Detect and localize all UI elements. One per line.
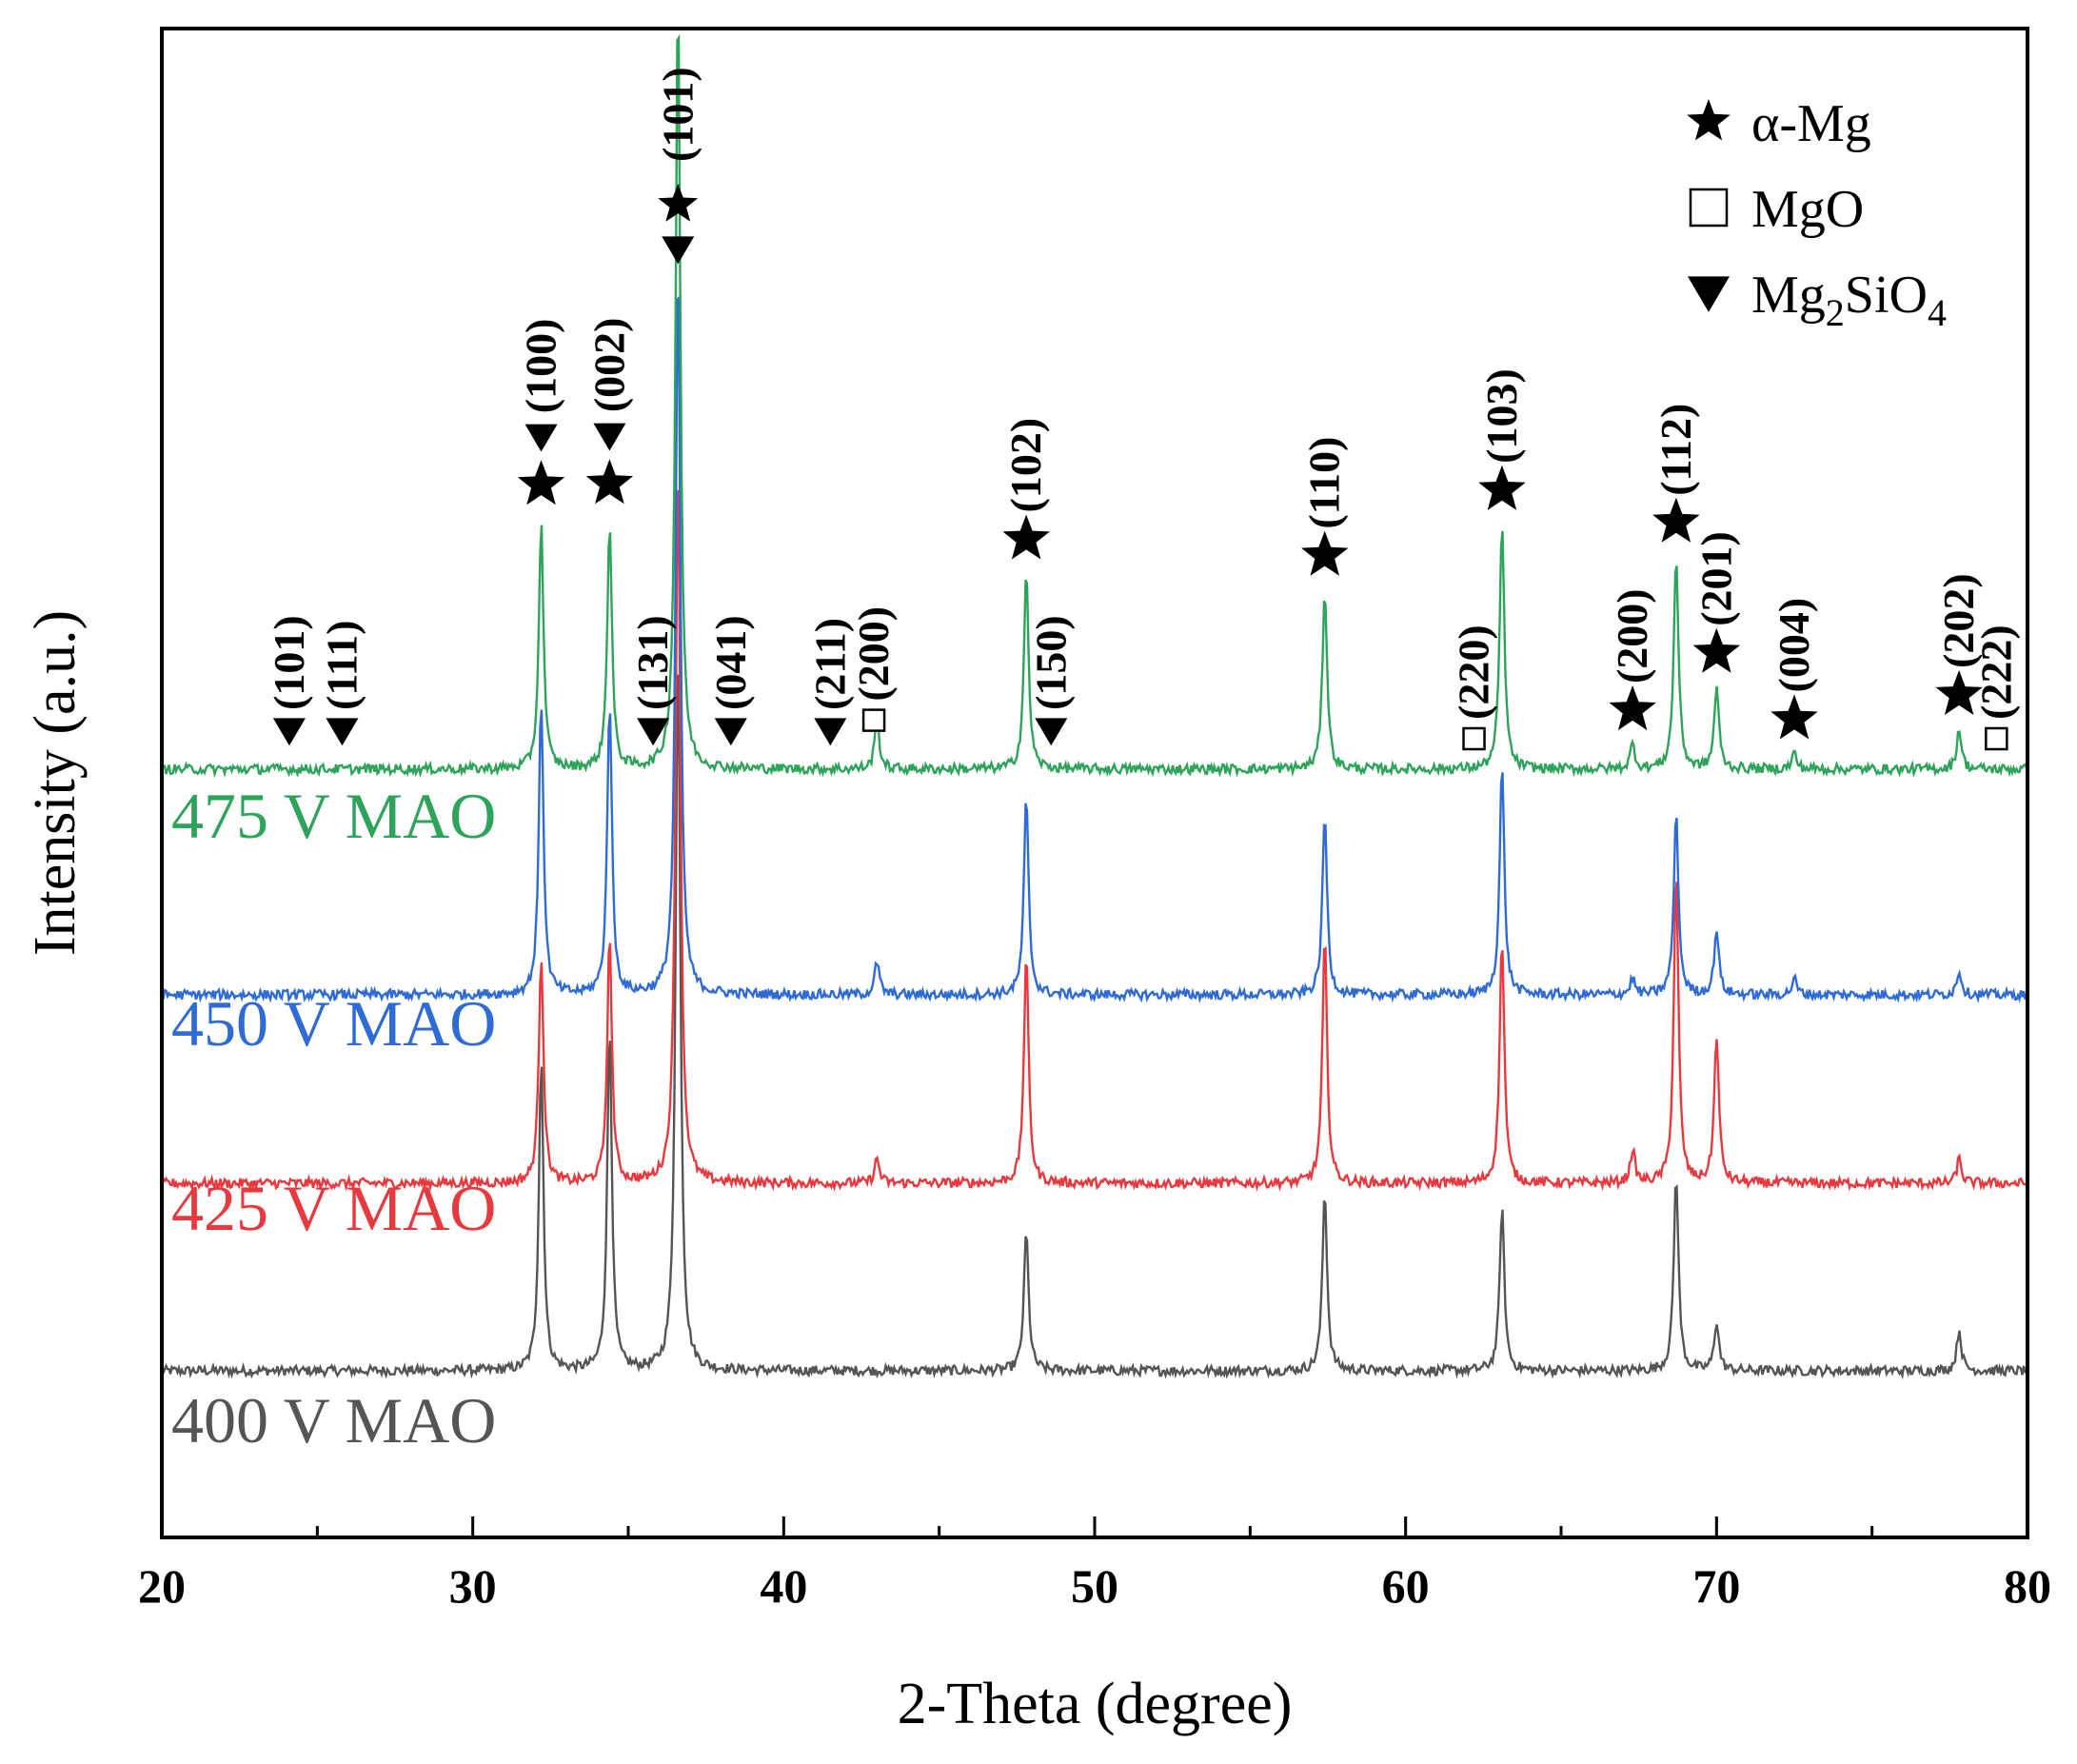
star-marker	[1687, 99, 1731, 141]
star-marker	[585, 459, 634, 505]
triangle-marker	[593, 423, 626, 451]
peak-hkl-label: (111)	[317, 620, 366, 710]
series-trace-450-v-mao	[160, 295, 2028, 1004]
series-trace-475-v-mao	[161, 33, 2028, 779]
x-axis-ticks: 20 30 40 50 60 70 80	[138, 1516, 2051, 1613]
triangle-marker	[524, 424, 558, 452]
peak-hkl-label: (220)	[1450, 624, 1498, 720]
peak-hkl-label: (200)	[849, 606, 898, 702]
star-marker	[1478, 465, 1526, 510]
peak-hkl-label: (101)	[265, 615, 313, 710]
series-trace-400-v-mao	[160, 674, 2028, 1380]
x-tick-label: 70	[1692, 1559, 1740, 1613]
peak-hkl-label: (200)	[1608, 588, 1656, 684]
triangle-marker	[326, 718, 359, 746]
peak-hkl-label: (112)	[1652, 404, 1700, 496]
series-label: 400 V MAO	[171, 1384, 496, 1457]
peak-hkl-label: (103)	[1477, 368, 1526, 464]
y-axis-title: Intensity (a.u.)	[23, 610, 88, 956]
series-trace-425-v-mao	[161, 489, 2028, 1192]
legend-label: MgO	[1751, 180, 1864, 239]
star-marker	[1770, 694, 1818, 740]
legend-subscript: 2	[1826, 291, 1845, 334]
peak-hkl-label: (222)	[1971, 624, 2020, 720]
peak-hkl-label: (211)	[805, 618, 854, 710]
star-marker	[1609, 685, 1656, 731]
x-axis-title: 2-Theta (degree)	[898, 1672, 1293, 1736]
triangle-marker	[662, 236, 695, 265]
x-tick-label: 30	[449, 1559, 497, 1613]
phase-marker-layer: (101) (111)(100) (002)(131)(101)(041) (211)…	[265, 67, 2020, 751]
star-marker	[1935, 669, 1983, 715]
peak-hkl-label: (004)	[1770, 598, 1818, 693]
legend-label-part: SiO	[1845, 266, 1928, 325]
series-label: 425 V MAO	[171, 1172, 496, 1244]
star-marker	[1002, 514, 1050, 560]
triangle-marker	[1688, 276, 1730, 312]
peak-hkl-label: (100)	[517, 319, 565, 414]
square-marker	[1462, 726, 1486, 751]
peak-hkl-label: (041)	[706, 615, 755, 710]
peak-hkl-label: (102)	[1001, 418, 1050, 513]
triangle-marker	[714, 718, 747, 746]
series-label: 450 V MAO	[171, 987, 496, 1060]
peak-hkl-label: (110)	[1300, 437, 1349, 529]
x-tick-label: 20	[138, 1559, 186, 1613]
square-marker	[861, 708, 886, 732]
peak-hkl-label: (202)	[1934, 573, 1983, 668]
star-marker	[1301, 530, 1349, 576]
x-tick-label: 50	[1071, 1559, 1118, 1613]
series-label: 475 V MAO	[171, 780, 496, 852]
trace-layer	[160, 33, 2028, 1380]
legend-label-part: Mg	[1751, 266, 1826, 325]
peak-hkl-label: (150)	[1026, 615, 1075, 710]
legend-label: α-Mg	[1751, 94, 1871, 153]
triangle-marker	[1035, 718, 1068, 746]
peak-hkl-label: (131)	[628, 615, 677, 710]
peak-hkl-label: (201)	[1691, 531, 1740, 626]
star-marker	[658, 184, 699, 222]
star-marker	[1652, 497, 1700, 543]
triangle-marker	[272, 718, 306, 746]
legend-subscript: 4	[1928, 291, 1947, 334]
legend-label: Mg2SiO4	[1751, 266, 1947, 334]
peak-hkl-label: (101)	[653, 67, 702, 162]
star-marker	[517, 460, 565, 505]
x-tick-label: 60	[1382, 1559, 1430, 1613]
legend: α-Mg MgO Mg2SiO4	[1687, 94, 1947, 334]
star-marker	[1692, 627, 1741, 673]
square-marker	[1985, 726, 2008, 751]
triangle-marker	[637, 718, 670, 746]
x-tick-label: 80	[2004, 1559, 2051, 1613]
x-tick-label: 40	[760, 1559, 807, 1613]
square-marker	[1689, 188, 1729, 228]
peak-hkl-label: (002)	[584, 318, 633, 413]
triangle-marker	[814, 718, 847, 746]
series-labels: 400 V MAO 425 V MAO 450 V MAO 475 V MAO	[171, 780, 496, 1457]
